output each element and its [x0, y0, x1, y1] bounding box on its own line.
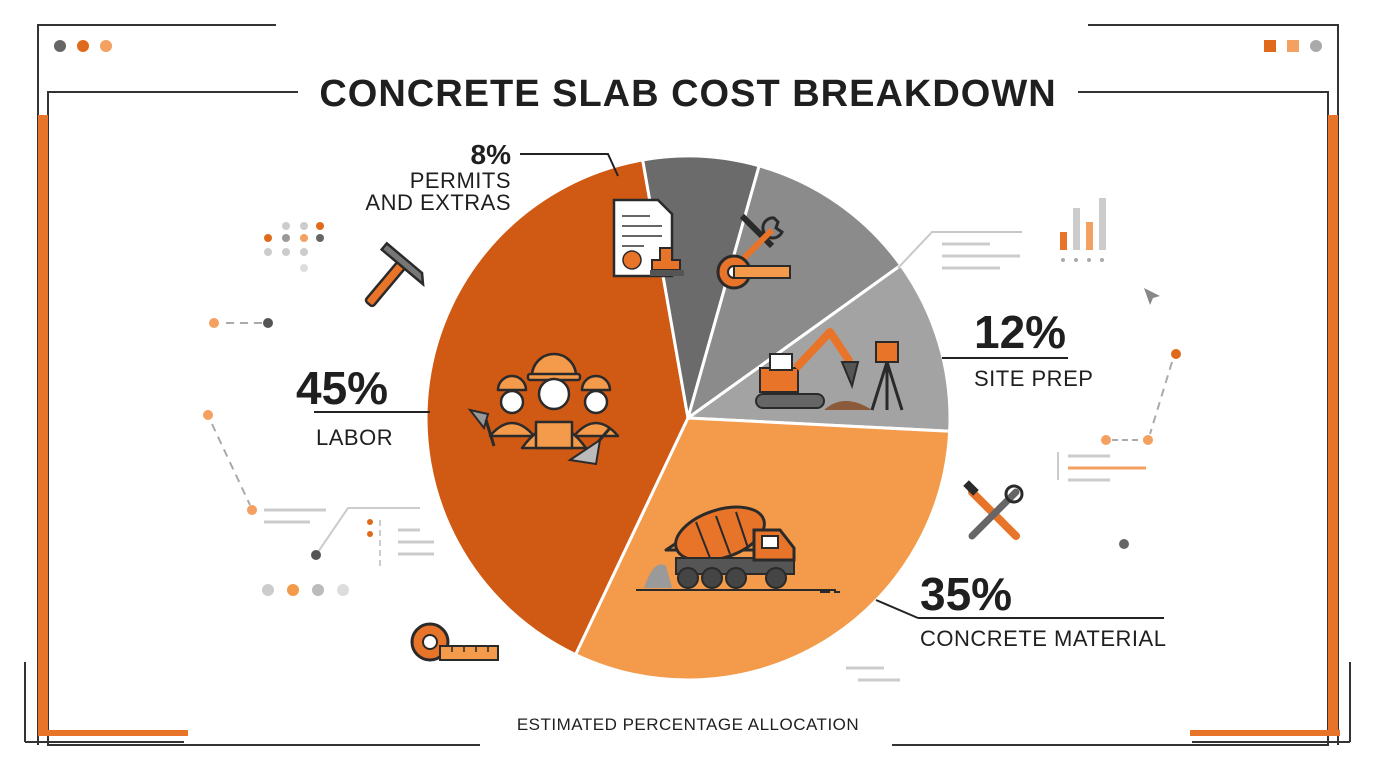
connector-left-upper	[209, 318, 273, 328]
tape-measure-icon	[410, 622, 499, 662]
leader-lines-gray	[897, 231, 1022, 269]
label-concrete-pct: 35%	[920, 568, 1012, 620]
text-lines-bottom	[846, 666, 900, 682]
pie-slices	[424, 154, 952, 682]
connector-left-lower	[203, 410, 434, 570]
bar-chart-icon	[1060, 198, 1106, 262]
connector-right	[1057, 349, 1181, 482]
tools-tape-measure-icon	[716, 213, 791, 290]
page-title: CONCRETE SLAB COST BREAKDOWN	[319, 73, 1056, 115]
cursor-icon	[1144, 288, 1160, 305]
wrench-screwdriver-icon	[963, 480, 1024, 540]
label-permits-line2: AND EXTRAS	[365, 190, 511, 215]
label-permits-pct: 8%	[471, 139, 512, 170]
window-dots-left	[54, 40, 112, 52]
document-stamp-icon	[612, 198, 684, 278]
leader-lines	[314, 153, 1164, 619]
workers-icon	[467, 352, 620, 466]
footer-caption: ESTIMATED PERCENTAGE ALLOCATION	[517, 715, 859, 734]
dot-row-left	[262, 584, 349, 596]
label-permits-line1: PERMITS	[410, 168, 511, 193]
dot-right-lower	[1119, 539, 1129, 549]
dot-grid-left	[264, 222, 324, 272]
label-concrete: CONCRETE MATERIAL	[920, 626, 1166, 651]
label-site-prep: SITE PREP	[974, 366, 1093, 391]
excavator-level-icon	[755, 328, 904, 411]
window-dots-right	[1264, 40, 1322, 52]
hammer-icon	[364, 241, 425, 308]
text-lines-right-top	[942, 242, 1020, 270]
frame-accent-bars	[38, 115, 1340, 736]
label-labor: LABOR	[316, 425, 393, 450]
label-site-prep-pct: 12%	[974, 306, 1066, 358]
pie-slice-tools-equipment	[686, 164, 903, 420]
label-labor-pct: 45%	[296, 362, 388, 414]
concrete-mixer-truck-icon	[636, 505, 836, 591]
